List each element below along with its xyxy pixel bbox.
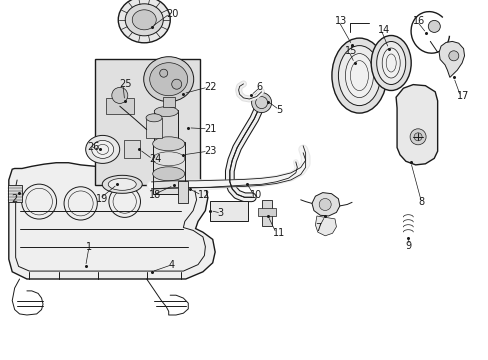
Polygon shape (9, 163, 215, 279)
Text: 3: 3 (217, 208, 224, 218)
Text: 10: 10 (250, 190, 262, 200)
Bar (152, 142, 184, 194)
Bar (124, 140, 140, 158)
Ellipse shape (370, 36, 410, 90)
Text: 2: 2 (11, 194, 17, 204)
Circle shape (448, 51, 458, 61)
Text: 20: 20 (166, 9, 178, 19)
Bar (8, 185, 21, 202)
Text: 25: 25 (119, 78, 132, 89)
Text: 9: 9 (405, 240, 411, 251)
Circle shape (171, 79, 182, 89)
Circle shape (319, 198, 330, 211)
Text: 11: 11 (272, 228, 285, 238)
Polygon shape (438, 41, 464, 77)
Bar (261, 199, 271, 226)
Ellipse shape (345, 54, 373, 98)
Ellipse shape (152, 137, 184, 151)
Bar (210, 201, 248, 221)
Circle shape (160, 69, 167, 77)
Ellipse shape (146, 114, 162, 122)
Text: 14: 14 (377, 24, 389, 35)
Ellipse shape (125, 4, 163, 36)
Ellipse shape (154, 143, 178, 153)
Text: 23: 23 (204, 146, 216, 156)
Bar (146, 118, 162, 138)
Text: 26: 26 (87, 142, 99, 152)
Text: 15: 15 (345, 46, 357, 56)
Text: 5: 5 (275, 105, 282, 115)
Ellipse shape (85, 135, 120, 163)
Text: 19: 19 (96, 194, 108, 204)
Ellipse shape (102, 175, 142, 193)
Ellipse shape (149, 63, 187, 96)
Text: 22: 22 (204, 82, 217, 92)
Polygon shape (311, 193, 339, 216)
Bar (163, 97, 174, 107)
Bar (178, 181, 188, 203)
Text: 16: 16 (412, 16, 425, 26)
Text: 12: 12 (198, 190, 210, 200)
Circle shape (251, 93, 271, 113)
Polygon shape (95, 59, 200, 185)
Ellipse shape (338, 46, 380, 105)
Ellipse shape (92, 140, 113, 158)
Circle shape (427, 21, 439, 32)
Circle shape (413, 133, 421, 141)
Text: 17: 17 (456, 91, 468, 102)
Ellipse shape (132, 10, 156, 30)
Text: 6: 6 (256, 82, 263, 92)
Ellipse shape (143, 57, 193, 102)
Polygon shape (395, 85, 437, 165)
Text: 18: 18 (149, 190, 161, 200)
Text: 1: 1 (85, 242, 92, 252)
Circle shape (112, 87, 127, 103)
Text: 21: 21 (204, 124, 216, 134)
Text: 8: 8 (417, 197, 424, 207)
Circle shape (409, 129, 425, 145)
Text: 13: 13 (334, 16, 346, 26)
Ellipse shape (154, 107, 178, 117)
Ellipse shape (108, 178, 136, 190)
Text: 24: 24 (149, 154, 161, 164)
Ellipse shape (118, 0, 170, 43)
Bar (154, 109, 178, 168)
Bar (105, 98, 134, 114)
Ellipse shape (382, 48, 399, 78)
Ellipse shape (152, 167, 184, 181)
Ellipse shape (376, 41, 405, 85)
Text: 7: 7 (315, 222, 321, 233)
Ellipse shape (331, 38, 386, 113)
Text: 4: 4 (168, 260, 175, 270)
Bar (257, 208, 275, 216)
Polygon shape (315, 216, 336, 236)
